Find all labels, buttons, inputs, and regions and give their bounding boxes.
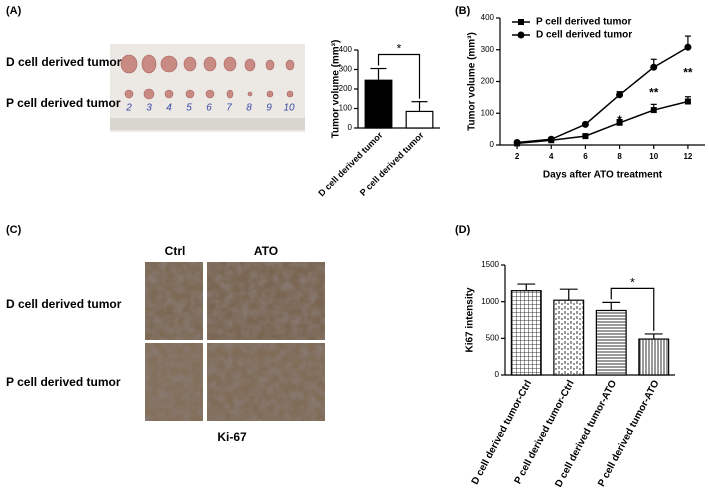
panel-label: (D) — [455, 224, 471, 236]
x-tick-label: 12 — [683, 152, 692, 161]
annotation: * — [617, 113, 622, 127]
bar — [638, 338, 670, 376]
photo-number: 7 — [226, 103, 232, 114]
point — [513, 138, 521, 146]
x-tick-label: 4 — [549, 152, 554, 161]
legend-label: P cell derived tumor — [536, 17, 632, 28]
error-bar — [370, 67, 387, 81]
legend-label: D cell derived tumor — [536, 30, 632, 41]
legend-marker — [517, 31, 525, 39]
bar — [595, 309, 627, 376]
y-tick-label: 100 — [481, 108, 495, 117]
panel-label: (C) — [6, 224, 22, 236]
row-label: P cell derived tumor — [6, 96, 121, 110]
y-tick-label: 200 — [339, 84, 353, 93]
column-label: ATO — [254, 244, 278, 258]
y-tick-label: 300 — [339, 65, 353, 74]
y-tick-label: 400 — [339, 45, 353, 54]
bar — [553, 299, 585, 376]
error-bar — [411, 101, 428, 112]
x-tick-label: 2 — [515, 152, 520, 161]
panel-label: (B) — [455, 5, 471, 17]
y-tick-label: 200 — [481, 77, 495, 86]
photo-number: 8 — [246, 103, 252, 114]
annotation: ** — [683, 65, 693, 79]
significance-bracket — [377, 53, 421, 99]
significance-label: * — [397, 42, 402, 56]
error-bar — [644, 333, 663, 340]
series-line — [517, 100, 689, 145]
error-bar — [602, 301, 621, 311]
y-tick-label: 100 — [339, 104, 353, 113]
tumor-photo — [110, 44, 305, 132]
x-tick-label: 6 — [583, 152, 588, 161]
point — [547, 135, 555, 143]
point — [650, 107, 657, 114]
point — [616, 91, 624, 99]
x-tick-label: 8 — [617, 152, 622, 161]
y-tick-label: 500 — [486, 333, 500, 342]
point — [684, 98, 691, 105]
point — [650, 63, 658, 71]
error-bar — [517, 283, 536, 291]
annotation: ** — [649, 85, 659, 99]
x-axis-label: Days after ATO treatment — [543, 170, 663, 181]
bar — [510, 290, 542, 376]
y-tick-label: 0 — [348, 123, 353, 132]
photo-number: 2 — [125, 103, 132, 114]
significance-bracket — [610, 287, 655, 331]
column-label: Ctrl — [165, 244, 186, 258]
point — [616, 119, 623, 126]
error-bar — [559, 288, 578, 301]
x-tick-label: 10 — [649, 152, 658, 161]
point — [684, 43, 692, 51]
legend-marker — [518, 19, 524, 25]
series-line — [517, 46, 689, 144]
staining-images — [145, 262, 325, 421]
row-label: D cell derived tumor — [6, 297, 122, 311]
bar — [405, 110, 434, 129]
photo-number: 9 — [266, 103, 272, 114]
row-label: P cell derived tumor — [6, 375, 121, 389]
y-tick-label: 0 — [490, 140, 495, 149]
photo-number: 5 — [186, 103, 192, 114]
bar — [364, 79, 393, 129]
panel-label: (A) — [6, 5, 22, 17]
photo-number: 6 — [206, 103, 212, 114]
y-axis-label: Ki67 intensity — [465, 287, 476, 352]
y-axis-label: Tumor volume (mm³) — [467, 32, 478, 131]
y-axis-label: Tumor volume (mm³) — [331, 40, 342, 139]
y-tick-label: 1500 — [481, 260, 499, 269]
y-tick-label: 1000 — [481, 297, 499, 306]
photo-number: 4 — [166, 103, 172, 114]
point — [581, 120, 589, 128]
photo-number: 3 — [146, 103, 152, 114]
significance-label: * — [630, 276, 635, 290]
y-tick-label: 400 — [481, 13, 495, 22]
photo-number: 10 — [283, 103, 295, 114]
row-label: D cell derived tumor — [6, 55, 122, 69]
y-tick-label: 300 — [481, 45, 495, 54]
caption: Ki-67 — [217, 430, 247, 444]
point — [582, 133, 589, 140]
y-tick-label: 0 — [495, 370, 500, 379]
